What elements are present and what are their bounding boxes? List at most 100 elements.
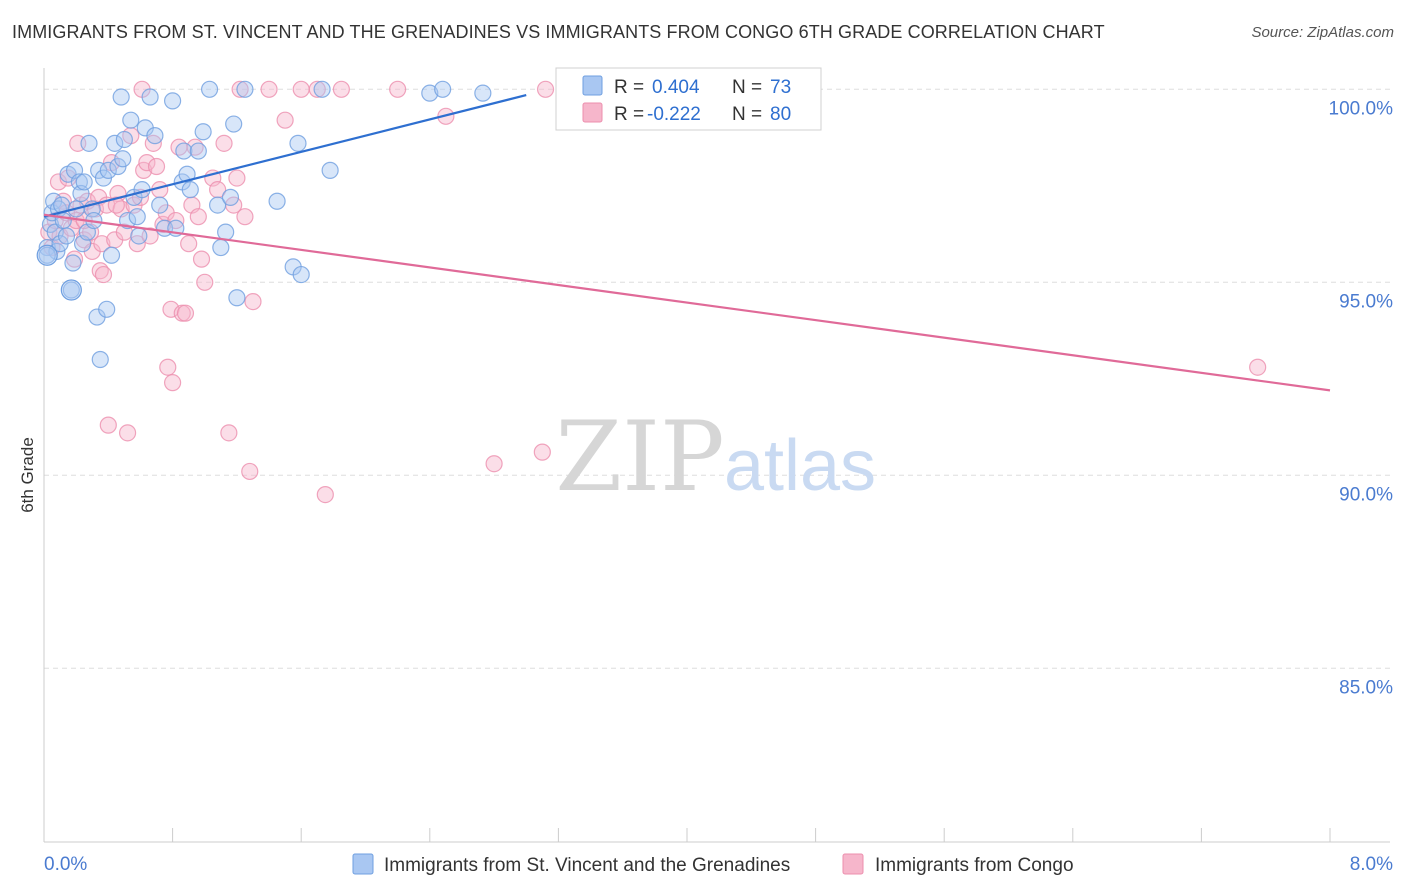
point-congo [485, 455, 503, 473]
point-stvincent [122, 111, 140, 129]
y-tick-label: 90.0% [1339, 484, 1393, 505]
point-stvincent [130, 227, 148, 245]
chart-title: IMMIGRANTS FROM ST. VINCENT AND THE GREN… [12, 22, 1105, 42]
point-stvincent [99, 161, 117, 179]
point-congo [316, 486, 334, 504]
point-congo [180, 235, 198, 253]
y-tick-label: 95.0% [1339, 291, 1393, 312]
point-congo [176, 304, 195, 322]
point-stvincent [189, 142, 207, 160]
point-congo [147, 157, 166, 176]
point-stvincent [115, 130, 133, 149]
legend-n-value-pink: 80 [770, 104, 791, 125]
point-stvincent [292, 265, 310, 284]
point-congo [93, 235, 111, 253]
point-congo [308, 80, 326, 98]
point-stvincent [321, 161, 339, 179]
point-stvincent [64, 254, 82, 272]
point-congo [244, 293, 262, 311]
point-stvincent [98, 300, 116, 318]
point-congo [533, 443, 551, 461]
point-stvincent [102, 246, 121, 264]
point-stvincent [200, 80, 219, 98]
legend-r-label: R = [614, 77, 644, 98]
point-congo [196, 273, 214, 291]
point-congo [292, 80, 310, 98]
point-stvincent [146, 127, 164, 145]
point-stvincent [236, 80, 254, 98]
trend-line-congo [43, 213, 1331, 392]
legend-n-value-blue: 73 [770, 77, 791, 98]
point-congo [260, 80, 278, 98]
point-stvincent [175, 142, 193, 160]
y-tick-label: 100.0% [1329, 98, 1394, 119]
legend-r-value-pink: -0.222 [647, 104, 701, 125]
point-stvincent [91, 350, 109, 369]
point-stvincent [80, 134, 98, 152]
source-label: Source: ZipAtlas.com [1251, 24, 1394, 41]
point-congo [164, 374, 182, 392]
point-stvincent [434, 80, 452, 98]
point-congo [241, 462, 259, 481]
point-congo [94, 265, 113, 284]
point-stvincent [114, 150, 132, 168]
point-stvincent [151, 196, 169, 214]
point-stvincent [164, 92, 182, 110]
point-congo [236, 208, 254, 226]
legend-n-label: N = [732, 77, 762, 98]
point-stvincent [141, 88, 159, 106]
legend-swatch-blue [582, 75, 603, 96]
point-stvincent [54, 211, 72, 230]
bottom-legend-label-pink: Immigrants from Congo [875, 855, 1074, 876]
point-stvincent [194, 123, 212, 141]
point-stvincent [225, 115, 243, 133]
x-tick-label-max: 8.0% [1350, 854, 1393, 875]
point-stvincent [228, 289, 246, 307]
point-stvincent [181, 181, 199, 199]
point-congo [107, 196, 125, 214]
point-stvincent [112, 88, 130, 106]
trend-line-stvincent [43, 94, 527, 218]
point-congo [192, 250, 211, 268]
point-stvincent [209, 196, 227, 214]
bottom-legend-swatch-blue [352, 853, 374, 875]
watermark-zip: ZIP [555, 401, 724, 513]
x-tick-label-min: 0.0% [44, 854, 87, 875]
point-stvincent [268, 192, 286, 210]
legend-swatch-pink [582, 102, 603, 123]
point-stvincent [75, 173, 93, 191]
series-stvincent-points [36, 80, 492, 369]
point-stvincent [421, 84, 439, 102]
point-congo [276, 111, 294, 129]
point-stvincent [313, 80, 331, 98]
legend-r-label: R = [614, 104, 644, 125]
point-congo [389, 80, 407, 98]
point-congo [228, 169, 246, 187]
legend-n-label: N = [732, 104, 762, 125]
legend-r-value-blue: 0.404 [652, 77, 700, 98]
correlation-legend: R = 0.404 N = 73 R = -0.222 N = 80 [555, 67, 822, 131]
point-stvincent [221, 188, 240, 206]
point-stvincent [212, 238, 230, 257]
point-congo [99, 416, 117, 434]
y-tick-label: 85.0% [1339, 677, 1393, 698]
x-tick-labels: 0.0% 8.0% [44, 854, 1393, 875]
point-congo [215, 134, 233, 152]
point-congo [231, 80, 249, 98]
axes [43, 68, 1390, 843]
y-tick-labels: 85.0% 90.0% 95.0% 100.0% [1329, 98, 1394, 698]
point-stvincent [474, 84, 492, 102]
point-congo [536, 80, 555, 98]
point-congo [189, 208, 207, 226]
point-congo [118, 424, 137, 442]
point-congo [1249, 358, 1267, 376]
point-stvincent [106, 134, 124, 152]
point-stvincent [57, 227, 76, 245]
point-stvincent [289, 134, 307, 152]
point-stvincent [128, 208, 146, 226]
point-congo [138, 154, 156, 172]
bottom-legend: Immigrants from St. Vincent and the Gren… [352, 853, 1074, 876]
point-stvincent-large [36, 244, 58, 266]
bottom-legend-label-blue: Immigrants from St. Vincent and the Gren… [384, 855, 790, 876]
